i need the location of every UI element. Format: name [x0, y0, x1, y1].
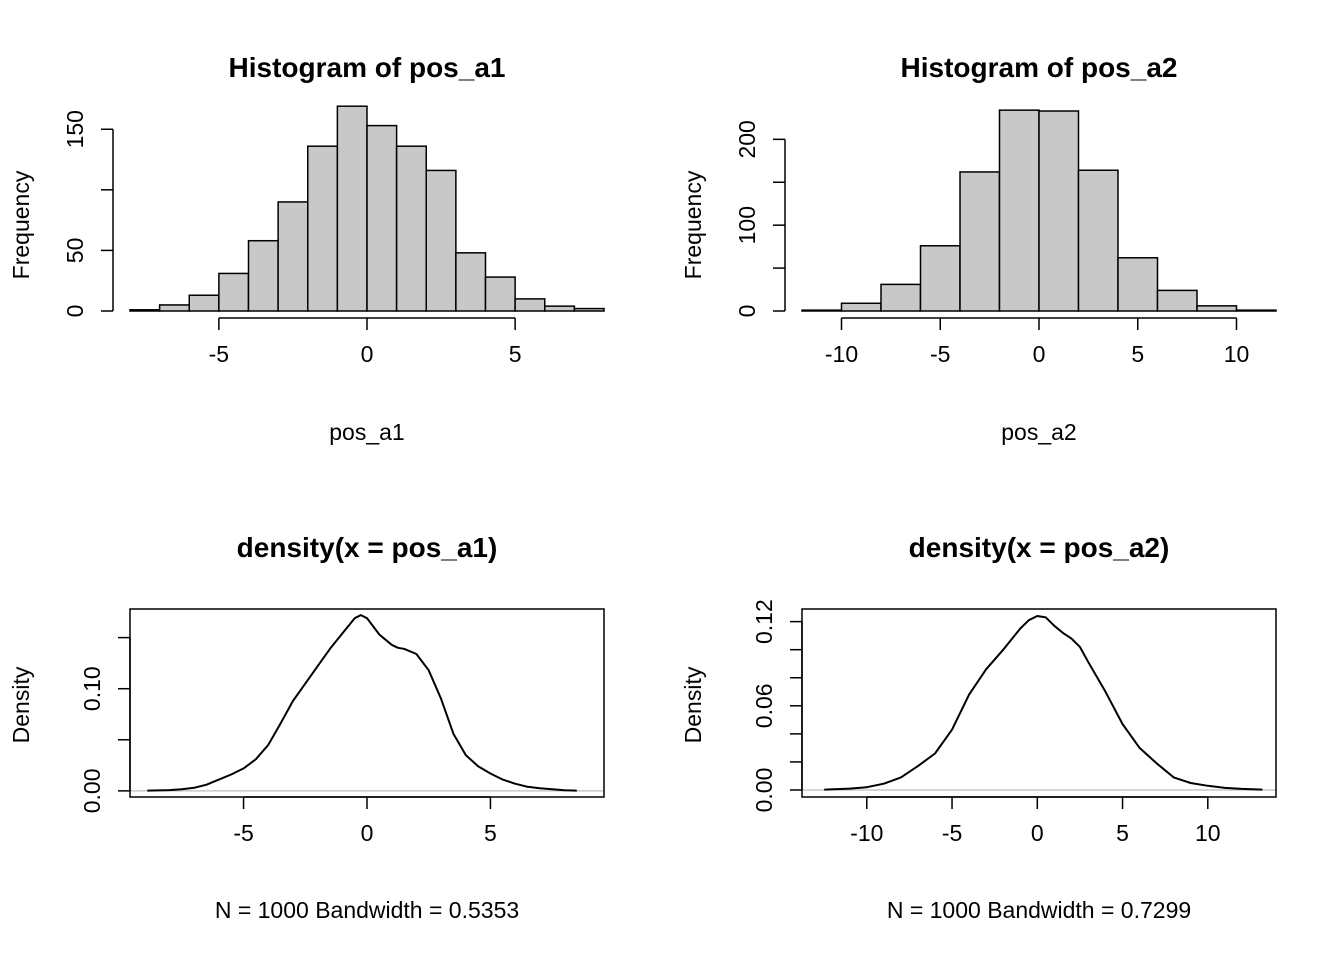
histogram-bar	[919, 245, 961, 312]
histogram-bar	[129, 309, 161, 312]
y-axis-label: Density	[680, 666, 706, 743]
histogram-bar	[307, 145, 339, 312]
histogram-pos-a1-panel: Histogram of pos_a1 pos_a1 Frequency -5 0…	[8, 52, 605, 445]
histogram-bar	[1196, 305, 1238, 312]
y-axis-label: Frequency	[680, 170, 706, 279]
chart-title: density(x = pos_a1)	[237, 532, 498, 563]
histogram-bar	[336, 105, 368, 312]
histogram-bar	[425, 169, 457, 312]
x-axis-label: pos_a2	[1001, 419, 1076, 445]
bars	[801, 109, 1277, 312]
y-tick-label: 0.06	[751, 683, 777, 728]
chart-title: Histogram of pos_a2	[901, 52, 1178, 83]
x-tick-label: 10	[1224, 341, 1250, 367]
plot-frame	[129, 608, 605, 798]
x-tick-label: 5	[1116, 820, 1129, 846]
x-tick-label: 10	[1195, 820, 1221, 846]
histogram-bar	[998, 109, 1040, 312]
histogram-bar	[840, 302, 882, 312]
histogram-pos-a2-panel: Histogram of pos_a2 pos_a2 Frequency -10…	[680, 52, 1277, 445]
chart-title: Histogram of pos_a1	[229, 52, 506, 83]
histogram-bar	[573, 307, 605, 312]
histogram-bar	[247, 239, 279, 312]
y-tick-label: 0.00	[751, 768, 777, 813]
histogram-bar	[880, 283, 922, 312]
y-axis-label: Frequency	[8, 170, 34, 279]
histogram-bar	[801, 309, 843, 312]
x-tick-label: -10	[825, 341, 858, 367]
axes: -5 0 5 0.00 0.10	[79, 608, 605, 846]
y-tick-label: 200	[734, 120, 760, 158]
x-axis-label: pos_a1	[329, 419, 404, 445]
histogram-bar	[514, 298, 546, 312]
y-tick-label: 0.12	[751, 599, 777, 644]
bars	[129, 105, 605, 312]
chart-title: density(x = pos_a2)	[909, 532, 1170, 563]
histogram-bar	[959, 171, 1001, 312]
histogram-bar	[1038, 110, 1080, 312]
y-tick-label: 100	[734, 206, 760, 244]
x-axis-label: N = 1000 Bandwidth = 0.7299	[887, 897, 1191, 923]
y-tick-label: 50	[62, 238, 88, 264]
histogram-bar	[158, 304, 190, 312]
x-tick-label: -5	[942, 820, 962, 846]
histogram-bar	[1077, 169, 1119, 312]
histogram-bar	[366, 124, 398, 312]
density-pos-a1-panel: density(x = pos_a1) N = 1000 Bandwidth =…	[8, 532, 605, 923]
density-curve	[130, 614, 604, 792]
x-tick-label: 5	[509, 341, 522, 367]
density-curve	[802, 615, 1276, 791]
histogram-bar	[1235, 309, 1277, 312]
histogram-bar	[544, 305, 576, 312]
histogram-bar	[277, 201, 309, 312]
histogram-bar	[484, 276, 516, 312]
y-tick-label: 0.10	[79, 666, 105, 711]
histogram-bar	[188, 294, 220, 312]
density-line	[824, 615, 1263, 791]
y-tick-label: 0.00	[79, 768, 105, 813]
plot-frame	[801, 608, 1277, 798]
x-tick-label: 0	[361, 341, 374, 367]
x-tick-label: -10	[850, 820, 883, 846]
y-tick-label: 0	[734, 305, 760, 318]
x-tick-label: 5	[484, 820, 497, 846]
histogram-bar	[1117, 257, 1159, 312]
axes: -10 -5 0 5 10 0.00 0.06 0.12	[751, 599, 1277, 846]
x-axis-label: N = 1000 Bandwidth = 0.5353	[215, 897, 519, 923]
x-tick-label: 0	[1031, 820, 1044, 846]
x-tick-label: -5	[930, 341, 950, 367]
density-line	[147, 614, 577, 792]
x-tick-label: 5	[1131, 341, 1144, 367]
y-tick-label: 150	[62, 110, 88, 148]
x-tick-label: 0	[1033, 341, 1046, 367]
density-pos-a2-panel: density(x = pos_a2) N = 1000 Bandwidth =…	[680, 532, 1277, 923]
histogram-bar	[395, 145, 427, 312]
x-tick-label: -5	[233, 820, 253, 846]
histogram-bar	[455, 252, 487, 312]
y-tick-label: 0	[62, 305, 88, 318]
histogram-bar	[218, 272, 250, 312]
histogram-bar	[1156, 289, 1198, 312]
y-axis-label: Density	[8, 666, 34, 743]
x-tick-label: 0	[361, 820, 374, 846]
x-tick-label: -5	[209, 341, 229, 367]
